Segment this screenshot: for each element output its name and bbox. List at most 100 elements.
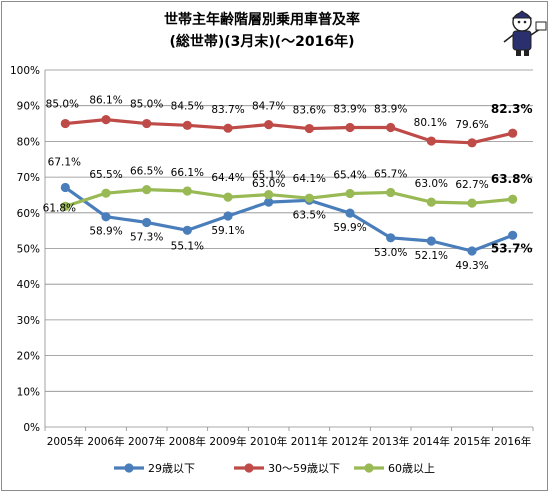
x-tick-label: 2011年 bbox=[291, 435, 328, 448]
data-point bbox=[467, 246, 477, 256]
x-tick-label: 2012年 bbox=[331, 435, 368, 448]
series-line bbox=[64, 186, 514, 253]
legend-marker bbox=[364, 463, 374, 473]
data-label: 66.1% bbox=[171, 167, 204, 179]
y-tick-label: 60% bbox=[17, 208, 40, 220]
data-point bbox=[101, 115, 111, 125]
data-point bbox=[101, 212, 111, 222]
data-label: 79.6% bbox=[455, 119, 488, 131]
data-label: 63.8% bbox=[491, 172, 533, 186]
data-point bbox=[426, 197, 436, 207]
data-point bbox=[508, 230, 518, 240]
data-label: 80.1% bbox=[414, 117, 447, 129]
data-label: 83.9% bbox=[333, 103, 366, 115]
data-point bbox=[304, 193, 314, 203]
data-label: 52.1% bbox=[415, 250, 448, 262]
data-point bbox=[101, 188, 111, 198]
data-label: 59.1% bbox=[211, 225, 244, 237]
data-label: 64.1% bbox=[293, 173, 326, 185]
data-point bbox=[386, 122, 396, 133]
y-tick-label: 80% bbox=[17, 136, 40, 148]
data-label: 66.5% bbox=[130, 166, 163, 178]
x-tick-label: 2013年 bbox=[372, 435, 409, 448]
y-tick-label: 20% bbox=[17, 351, 40, 363]
data-label: 62.7% bbox=[455, 179, 488, 191]
data-label: 85.0% bbox=[46, 99, 79, 111]
data-label: 63.0% bbox=[415, 178, 448, 190]
data-label: 59.9% bbox=[333, 222, 366, 234]
x-tick-label: 2007年 bbox=[128, 435, 165, 448]
y-tick-label: 30% bbox=[17, 315, 40, 327]
data-label: 67.1% bbox=[48, 156, 81, 168]
x-axis: 2005年 2006年 2007年 2008年 2009年 2010年 2011年 2012年… bbox=[44, 427, 534, 448]
data-point bbox=[508, 128, 518, 138]
chart-title: 世帯主年齢階層別乗用車普及率 bbox=[164, 11, 360, 28]
data-label: 61.8% bbox=[43, 202, 76, 214]
series-3 bbox=[60, 184, 518, 211]
x-tick-label: 2016年 bbox=[494, 435, 531, 448]
series-line bbox=[64, 187, 513, 208]
data-label: 65.7% bbox=[374, 168, 407, 180]
legend-item-1: 29歳以下 bbox=[114, 462, 195, 475]
data-label: 85.0% bbox=[130, 99, 163, 111]
data-point bbox=[223, 192, 233, 202]
x-tick-label: 2005年 bbox=[47, 435, 84, 448]
data-label: 57.3% bbox=[130, 231, 163, 243]
data-point bbox=[223, 123, 233, 133]
data-point bbox=[60, 118, 70, 129]
x-tick-label: 2015年 bbox=[453, 435, 490, 448]
data-point bbox=[345, 208, 355, 218]
data-label: 86.1% bbox=[89, 95, 122, 107]
data-point bbox=[467, 138, 477, 148]
series-2 bbox=[60, 115, 518, 148]
legend-label: 30〜59歳以下 bbox=[268, 462, 340, 475]
legend-item-2: 30〜59歳以下 bbox=[234, 462, 340, 475]
series-layer bbox=[60, 115, 518, 256]
legend-label: 29歳以下 bbox=[148, 462, 195, 475]
y-tick-label: 100% bbox=[10, 65, 40, 77]
legend-marker bbox=[244, 463, 254, 473]
data-label: 63.5% bbox=[293, 209, 326, 221]
data-point bbox=[182, 186, 192, 196]
data-point bbox=[264, 120, 274, 130]
data-point bbox=[223, 211, 233, 221]
data-label: 83.7% bbox=[211, 104, 244, 116]
series-line bbox=[65, 118, 514, 145]
data-label: 53.0% bbox=[374, 247, 407, 259]
data-label: 84.7% bbox=[252, 101, 285, 113]
legend-label: 60歳以上 bbox=[388, 462, 435, 475]
data-point bbox=[142, 118, 152, 129]
legend-marker bbox=[124, 463, 134, 473]
y-tick-label: 90% bbox=[17, 101, 40, 113]
data-point bbox=[142, 184, 152, 195]
data-label: 83.9% bbox=[374, 103, 407, 115]
data-point bbox=[426, 236, 436, 246]
data-point bbox=[386, 233, 396, 243]
x-tick-label: 2009年 bbox=[209, 435, 246, 448]
x-tick-label: 2014年 bbox=[413, 435, 450, 448]
data-label: 82.3% bbox=[491, 102, 533, 116]
legend-item-3: 60歳以上 bbox=[354, 462, 435, 475]
y-tick-label: 0% bbox=[23, 422, 40, 434]
data-point bbox=[467, 198, 477, 208]
data-label: 65.4% bbox=[333, 170, 366, 182]
data-point bbox=[182, 120, 192, 130]
data-point bbox=[304, 123, 314, 134]
y-tick-label: 40% bbox=[17, 279, 40, 291]
data-label: 64.4% bbox=[211, 172, 244, 184]
data-point bbox=[426, 136, 436, 146]
data-label: 83.6% bbox=[293, 105, 326, 117]
y-tick-label: 10% bbox=[17, 386, 40, 398]
data-label: 63.0% bbox=[252, 178, 285, 190]
data-label: 84.5% bbox=[171, 100, 204, 112]
data-label: 58.9% bbox=[89, 226, 122, 238]
data-point bbox=[345, 122, 355, 133]
x-tick-label: 2010年 bbox=[250, 435, 287, 448]
chart-subtitle: (総世帯)(3月末)(〜2016年) bbox=[169, 33, 354, 50]
y-axis: 0% 10% 20% 30% 40% 50% 60% 70% 80% 90% 100% bbox=[10, 65, 46, 434]
data-point bbox=[345, 188, 355, 199]
data-point bbox=[386, 187, 396, 198]
grid-lines bbox=[45, 69, 533, 428]
data-point bbox=[508, 194, 518, 204]
